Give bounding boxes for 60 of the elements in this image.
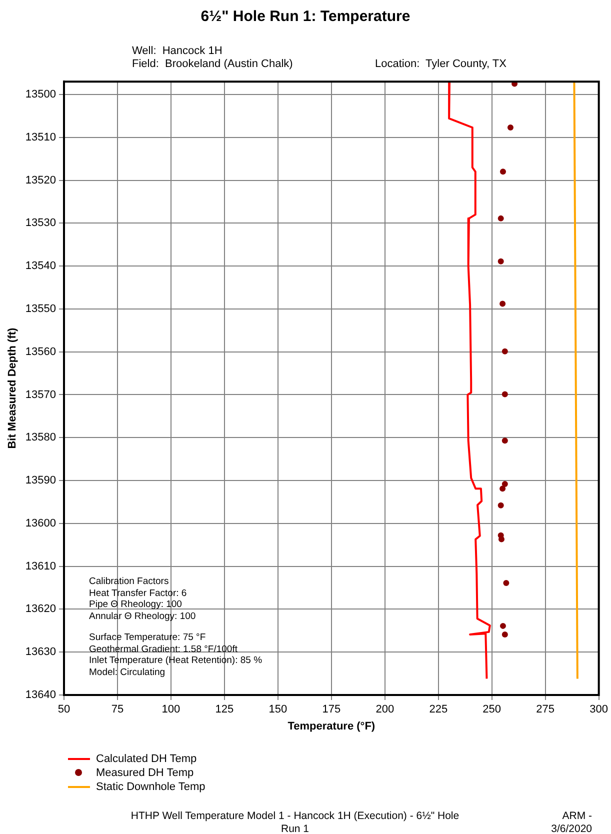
x-tick-label: 75 [111, 704, 124, 716]
point [507, 124, 514, 130]
text: Well: Hancock 1H [132, 45, 222, 57]
point [502, 632, 508, 638]
text: HTHP Well Temperature Model 1 - Hancock 1H (Execution) - 6½" Hole Run 1 [130, 810, 460, 834]
y-tick-label: 13610 [25, 560, 56, 572]
annotation: Annular Θ Rheology: 100 [89, 610, 197, 622]
point [498, 502, 504, 508]
x-tick-label: 125 [215, 704, 234, 716]
point [503, 580, 510, 586]
y-tick-label: 13580 [25, 432, 56, 444]
legend-label: Static Downhole Temp [96, 780, 206, 794]
annotation: Heat Transfer Factor: 6 [89, 588, 188, 599]
y-tick-label: 13620 [25, 603, 56, 616]
y-tick-label: 13500 [25, 88, 56, 100]
x-axis-title: Temperature (°F) [288, 720, 376, 732]
text: Field: Brookeland (Austin Chalk) [132, 58, 293, 70]
y-tick-label: 13640 [25, 689, 56, 702]
chart-title: 6½" Hole Run 1: Temperature [200, 8, 412, 25]
point [502, 438, 508, 444]
x-tick-label: 150 [268, 704, 288, 716]
point [498, 536, 504, 542]
annotation: Geothermal Gradient: 1.58 °F/100ft [89, 644, 238, 655]
y-tick-label: 13540 [25, 260, 56, 272]
point [500, 622, 506, 629]
point [502, 348, 508, 354]
point [500, 168, 506, 175]
x-tick-label: 250 [482, 704, 502, 716]
x-tick-label: 100 [162, 704, 180, 716]
x-tick-label: 275 [536, 704, 555, 716]
y-tick-label: 13520 [25, 174, 56, 186]
point [498, 215, 504, 222]
point [502, 391, 508, 398]
y-tick-label: 13510 [25, 131, 56, 144]
y-tick-label: 13570 [25, 388, 56, 401]
annotation: Model: Circulating [89, 666, 166, 678]
annotation: Pipe Θ Rheology: 100 [89, 599, 183, 610]
y-tick-label: 13590 [25, 474, 56, 487]
y-tick-label: 13630 [25, 646, 56, 658]
annotation: Calibration Factors [89, 576, 170, 588]
annotation: Inlet Temperature (Heat Retention): 85 % [89, 655, 262, 666]
point [500, 486, 506, 492]
x-tick-label: 300 [590, 704, 608, 716]
x-tick-label: 200 [376, 704, 394, 716]
y-tick-label: 13560 [25, 346, 56, 358]
annotation: Surface Temperature: 75 °F [89, 632, 207, 644]
x-tick-label: 225 [429, 704, 448, 716]
y-tick-label: 13530 [25, 217, 56, 230]
text: ARM - 3/6/2020 [550, 810, 592, 834]
x-tick-label: 175 [322, 704, 341, 716]
point [498, 258, 504, 264]
y-tick-label: 13550 [25, 302, 56, 315]
x-tick-label: 50 [58, 704, 70, 716]
y-tick-label: 13600 [25, 517, 56, 530]
point [500, 300, 506, 307]
legend-label: Measured DH Temp [96, 766, 194, 780]
point [502, 480, 508, 487]
y-axis-title: Bit Measured Depth (ft) [6, 327, 19, 449]
legend-label: Calculated DH Temp [96, 752, 197, 766]
text: Location: Tyler County, TX [375, 58, 506, 70]
